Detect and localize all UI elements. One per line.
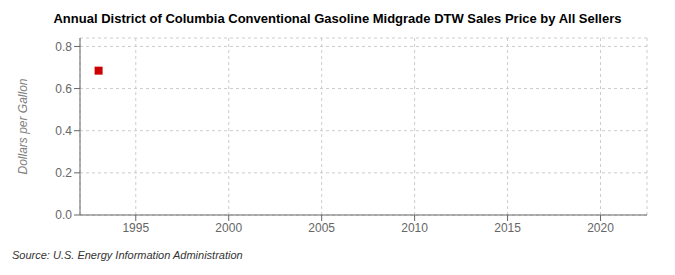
svg-text:2005: 2005 (308, 221, 335, 235)
svg-text:2010: 2010 (401, 221, 428, 235)
html-text:Annual District of Columbia Co: Annual District of Columbia Conventional… (53, 11, 622, 26)
svg-text:0.4: 0.4 (55, 124, 72, 138)
svg-text:Dollars per Gallon: Dollars per Gallon (16, 78, 30, 174)
svg-text:2020: 2020 (587, 221, 614, 235)
svg-text:1995: 1995 (122, 221, 149, 235)
svg-text:0.8: 0.8 (55, 40, 72, 54)
svg-text:2015: 2015 (494, 221, 521, 235)
svg-text:0.2: 0.2 (55, 166, 72, 180)
svg-text:0.0: 0.0 (55, 208, 72, 222)
svg-text:0.6: 0.6 (55, 82, 72, 96)
svg-text:2000: 2000 (215, 221, 242, 235)
html-text:Source: U.S. Energy Informatio: Source: U.S. Energy Information Administ… (12, 249, 243, 261)
